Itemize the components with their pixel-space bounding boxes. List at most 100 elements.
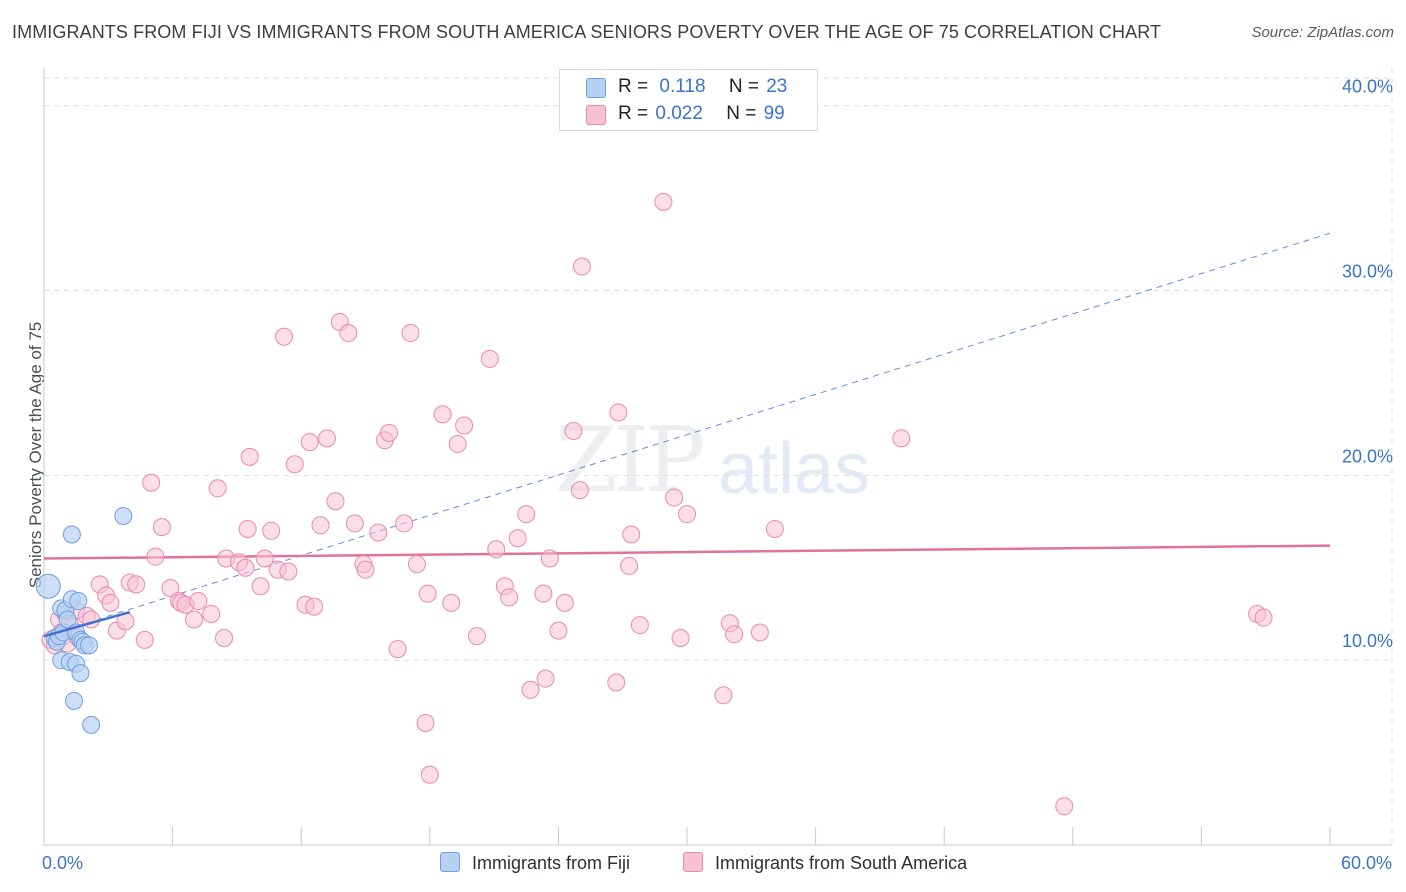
- south-america-point: [407, 555, 426, 574]
- x-tick-label: 60.0%: [1341, 853, 1392, 873]
- bottom-fiji-label: Immigrants from Fiji: [472, 853, 631, 873]
- south-america-point: [395, 514, 414, 533]
- south-america-point: [356, 560, 375, 579]
- south-america-swatch: [586, 105, 606, 125]
- south-america-point: [202, 604, 221, 623]
- south-america-point: [416, 714, 435, 733]
- bottom-legend-south-america: Immigrants from South America: [683, 852, 967, 874]
- south-america-point: [508, 529, 527, 548]
- south-america-point: [401, 324, 420, 343]
- south-america-point: [607, 673, 626, 692]
- south-america-point: [420, 765, 439, 784]
- south-america-point: [480, 349, 499, 368]
- fiji-point: [114, 507, 133, 526]
- axis-layer: [43, 68, 1392, 846]
- south-america-point: [750, 623, 769, 642]
- south-america-point: [536, 669, 555, 688]
- south-america-point: [725, 625, 744, 644]
- south-america-point: [500, 588, 519, 607]
- fiji-point: [62, 525, 81, 544]
- south-america-point: [442, 593, 461, 612]
- south-america-point: [317, 429, 336, 448]
- south-america-point: [300, 433, 319, 452]
- south-america-point: [765, 519, 784, 538]
- south-america-point: [311, 516, 330, 535]
- sa-r-label: R =: [618, 103, 649, 124]
- fiji-r-label: R =: [618, 76, 649, 97]
- south-america-point: [418, 584, 437, 603]
- south-america-point: [240, 447, 259, 466]
- y-tick-label: 30.0%: [1342, 262, 1393, 282]
- south-america-point: [152, 518, 171, 537]
- south-america-point: [380, 423, 399, 442]
- south-america-point: [892, 429, 911, 448]
- y-tick-label: 40.0%: [1342, 77, 1393, 97]
- fiji-point: [71, 664, 90, 683]
- south-america-point: [517, 505, 536, 524]
- fiji-n-label: N =: [728, 76, 759, 97]
- south-america-point: [467, 627, 486, 646]
- sa-r-value: 0.022: [655, 103, 703, 124]
- south-america-point: [654, 192, 673, 211]
- south-america-point: [208, 479, 227, 498]
- south-america-point: [135, 630, 154, 649]
- south-america-point: [549, 621, 568, 640]
- south-america-point: [671, 629, 690, 648]
- south-america-point: [1254, 608, 1273, 627]
- south-america-point: [534, 584, 553, 603]
- chart-title: IMMIGRANTS FROM FIJI VS IMMIGRANTS FROM …: [12, 22, 1162, 42]
- fiji-trend-line: [43, 610, 131, 638]
- south-america-point: [622, 525, 641, 544]
- fiji-point: [58, 610, 77, 629]
- south-america-point: [275, 327, 294, 346]
- south-america-point: [238, 519, 257, 538]
- south-america-point: [369, 523, 388, 542]
- south-america-point: [101, 593, 120, 612]
- south-america-point: [620, 556, 639, 575]
- south-america-point: [161, 579, 180, 598]
- fiji-swatch: [586, 78, 606, 98]
- fiji-point: [82, 715, 101, 734]
- south-america-point: [146, 547, 165, 566]
- fiji-point: [35, 573, 61, 599]
- fiji-point: [65, 691, 84, 710]
- south-america-point: [185, 610, 204, 629]
- south-america-point: [665, 488, 684, 507]
- south-america-point: [564, 422, 583, 441]
- south-america-point: [345, 514, 364, 533]
- south-america-point: [215, 629, 234, 648]
- sa-n-label: N =: [726, 103, 757, 124]
- y-tick-label: 10.0%: [1342, 631, 1393, 651]
- south-america-point: [555, 593, 574, 612]
- watermark-atlas: atlas: [718, 429, 871, 509]
- south-america-point: [521, 680, 540, 699]
- bottom-south-america-label: Immigrants from South America: [715, 853, 968, 873]
- bottom-legend-fiji: Immigrants from Fiji: [440, 852, 630, 874]
- source-credit: Source: ZipAtlas.com: [1251, 24, 1394, 41]
- south-america-point: [630, 616, 649, 635]
- correlation-legend: R = 0.118 N = 23 R = 0.022 N = 99: [559, 69, 818, 131]
- south-america-point: [572, 257, 591, 276]
- tick-label-layer: 10.0% 20.0% 30.0% 40.0% 0.0% 60.0%: [42, 77, 1393, 873]
- south-america-point: [487, 540, 506, 559]
- south-america-point: [388, 640, 407, 659]
- south-america-point: [448, 434, 467, 453]
- sa-n-value: 99: [763, 103, 785, 124]
- bottom-fiji-swatch: [440, 852, 460, 872]
- fiji-r-value: 0.118: [659, 76, 706, 97]
- south-america-point: [262, 521, 281, 540]
- south-america-point: [1055, 797, 1074, 816]
- south-america-point: [433, 405, 452, 424]
- south-america-point: [279, 562, 298, 581]
- south-america-point: [189, 592, 208, 611]
- fiji-point: [80, 636, 99, 655]
- south-america-point: [142, 473, 161, 492]
- south-america-point: [540, 549, 559, 568]
- south-america-point: [455, 416, 474, 435]
- south-america-point: [251, 577, 270, 596]
- south-america-point: [236, 558, 255, 577]
- fiji-trend-extended: [43, 232, 1331, 637]
- south-america-point: [609, 403, 628, 422]
- bottom-south-america-swatch: [683, 852, 703, 872]
